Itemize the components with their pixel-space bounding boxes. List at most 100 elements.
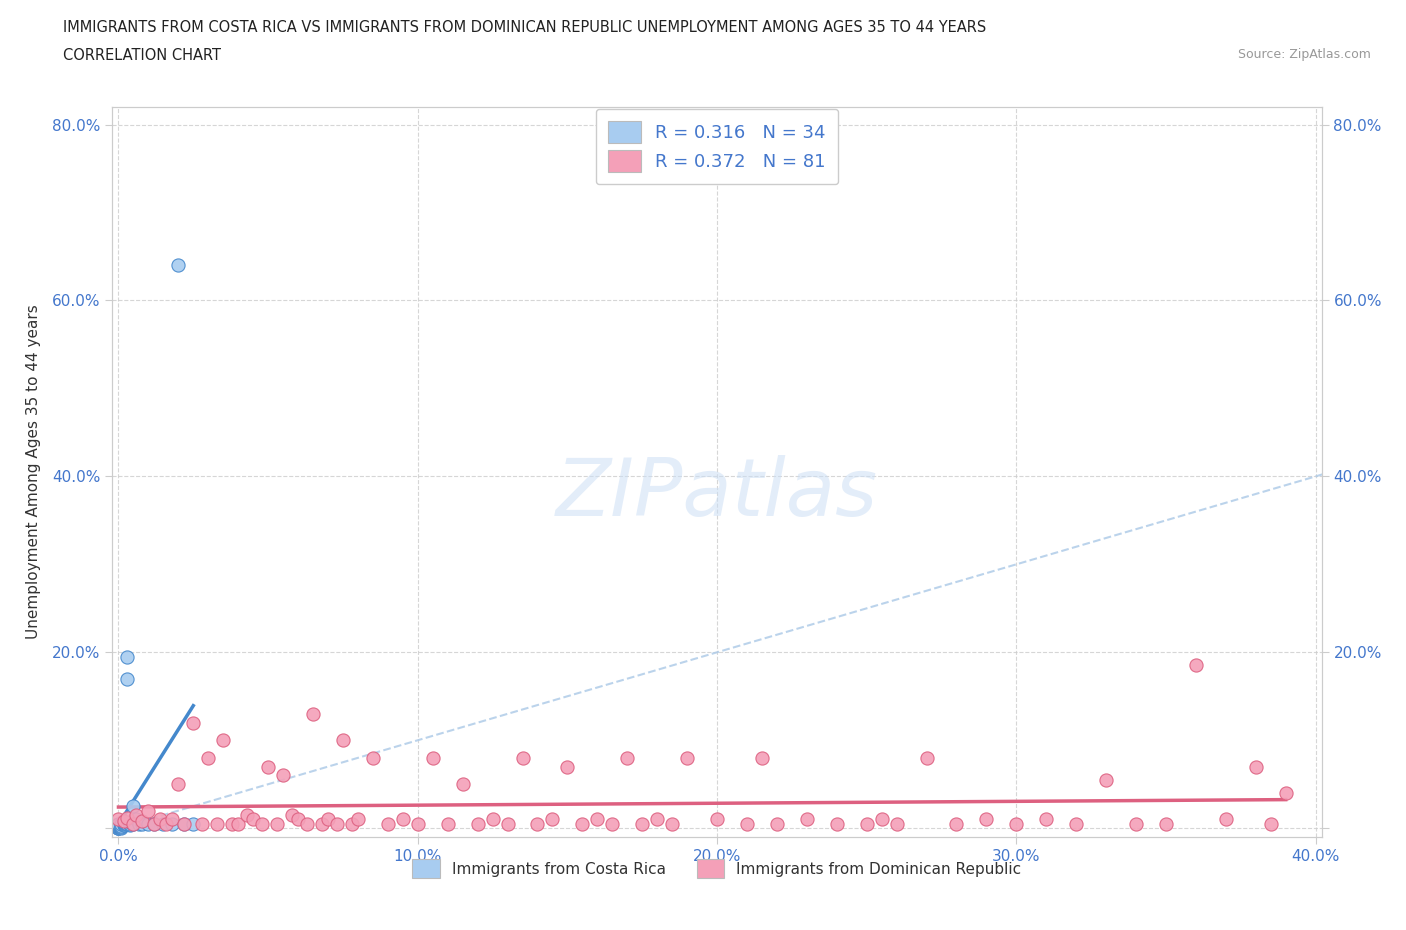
Point bbox=[125, 807, 148, 822]
Point bbox=[571, 817, 593, 831]
Point bbox=[257, 759, 280, 774]
Point bbox=[361, 751, 384, 765]
Point bbox=[645, 812, 668, 827]
Point bbox=[422, 751, 444, 765]
Point bbox=[120, 817, 142, 831]
Point bbox=[173, 817, 195, 831]
Text: CORRELATION CHART: CORRELATION CHART bbox=[63, 48, 221, 63]
Point bbox=[512, 751, 534, 765]
Point bbox=[143, 817, 166, 831]
Point bbox=[114, 815, 136, 830]
Point bbox=[107, 817, 129, 831]
Point bbox=[1125, 817, 1147, 831]
Point bbox=[107, 817, 129, 832]
Point bbox=[107, 819, 129, 834]
Point bbox=[117, 810, 139, 825]
Point bbox=[451, 777, 474, 791]
Point bbox=[706, 812, 728, 827]
Point bbox=[212, 733, 235, 748]
Point bbox=[117, 817, 139, 831]
Point bbox=[915, 751, 938, 765]
Point bbox=[1260, 817, 1282, 831]
Point bbox=[131, 814, 153, 829]
Text: Source: ZipAtlas.com: Source: ZipAtlas.com bbox=[1237, 48, 1371, 61]
Point bbox=[167, 258, 190, 272]
Point bbox=[586, 812, 609, 827]
Point bbox=[316, 812, 339, 827]
Point bbox=[391, 812, 413, 827]
Point bbox=[311, 817, 333, 831]
Point bbox=[162, 817, 184, 831]
Point bbox=[110, 817, 132, 831]
Point bbox=[152, 817, 174, 831]
Point bbox=[120, 817, 142, 832]
Point bbox=[855, 817, 877, 831]
Y-axis label: Unemployment Among Ages 35 to 44 years: Unemployment Among Ages 35 to 44 years bbox=[27, 305, 41, 639]
Point bbox=[1064, 817, 1087, 831]
Point bbox=[207, 817, 229, 831]
Point bbox=[221, 817, 243, 831]
Point bbox=[110, 818, 132, 833]
Point bbox=[138, 804, 160, 818]
Point bbox=[167, 777, 190, 791]
Point bbox=[600, 817, 623, 831]
Point bbox=[114, 814, 136, 829]
Point bbox=[557, 759, 579, 774]
Point bbox=[117, 649, 139, 664]
Point bbox=[197, 751, 219, 765]
Point bbox=[107, 812, 129, 827]
Point bbox=[226, 817, 249, 831]
Point bbox=[107, 821, 129, 836]
Point bbox=[1185, 658, 1208, 673]
Point bbox=[287, 812, 309, 827]
Point bbox=[114, 817, 136, 831]
Point bbox=[191, 817, 214, 831]
Point bbox=[155, 817, 177, 831]
Point bbox=[1274, 786, 1296, 801]
Point bbox=[131, 817, 153, 831]
Point bbox=[114, 817, 136, 832]
Point bbox=[886, 817, 908, 831]
Point bbox=[1154, 817, 1177, 831]
Point bbox=[122, 817, 145, 831]
Point bbox=[181, 817, 204, 831]
Point bbox=[250, 817, 273, 831]
Point bbox=[107, 821, 129, 836]
Point bbox=[128, 817, 150, 831]
Point bbox=[870, 812, 893, 827]
Point bbox=[766, 817, 789, 831]
Point bbox=[825, 817, 848, 831]
Point bbox=[107, 820, 129, 835]
Point bbox=[236, 807, 259, 822]
Point bbox=[302, 707, 325, 722]
Point bbox=[616, 751, 638, 765]
Point bbox=[326, 817, 349, 831]
Point bbox=[281, 807, 304, 822]
Point bbox=[526, 817, 548, 831]
Point bbox=[332, 733, 354, 748]
Point bbox=[751, 751, 773, 765]
Text: ZIPatlas: ZIPatlas bbox=[555, 455, 879, 533]
Point bbox=[1035, 812, 1057, 827]
Point bbox=[976, 812, 998, 827]
Point bbox=[173, 817, 195, 831]
Point bbox=[377, 817, 399, 831]
Point bbox=[110, 821, 132, 836]
Point bbox=[120, 815, 142, 830]
Point bbox=[436, 817, 458, 831]
Point bbox=[122, 817, 145, 831]
Point bbox=[162, 812, 184, 827]
Point bbox=[347, 812, 370, 827]
Point bbox=[125, 812, 148, 827]
Point bbox=[117, 671, 139, 686]
Point bbox=[138, 817, 160, 831]
Point bbox=[266, 817, 288, 831]
Point bbox=[295, 817, 318, 831]
Point bbox=[107, 818, 129, 833]
Point bbox=[340, 817, 363, 831]
Point bbox=[1244, 759, 1267, 774]
Point bbox=[676, 751, 699, 765]
Point bbox=[143, 817, 166, 831]
Legend: Immigrants from Costa Rica, Immigrants from Dominican Republic: Immigrants from Costa Rica, Immigrants f… bbox=[406, 853, 1028, 884]
Point bbox=[181, 715, 204, 730]
